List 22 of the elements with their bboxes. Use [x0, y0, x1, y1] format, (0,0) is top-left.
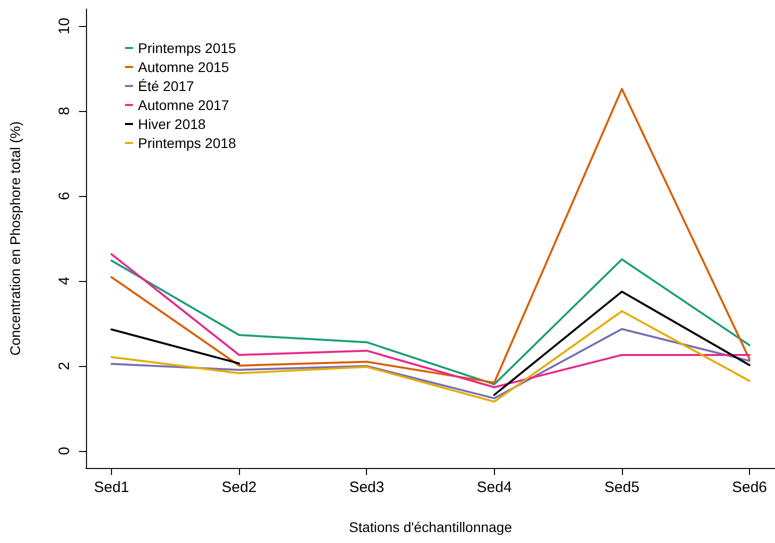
y-tick-label: 10 [56, 18, 73, 34]
legend-label: Printemps 2015 [138, 40, 236, 56]
legend-label: Hiver 2018 [138, 116, 206, 132]
y-axis-title: Concentration en Phosphore total (%) [7, 121, 23, 356]
legend-label: Automne 2015 [138, 59, 230, 75]
line-series [110, 328, 750, 400]
x-axis-title: Stations d'échantillonnage [348, 519, 512, 535]
x-tick-label: Sed2 [222, 479, 257, 496]
legend-label: Été 2017 [138, 78, 194, 94]
line-series [110, 310, 750, 403]
y-tick-label: 0 [56, 446, 73, 456]
legend-label: Automne 2017 [138, 97, 230, 113]
x-tick-label: Sed4 [476, 479, 512, 496]
x-tick-label: Sed3 [349, 479, 384, 496]
x-tick-label: Sed5 [604, 479, 640, 496]
y-tick-label: 2 [56, 362, 73, 370]
legend-label: Printemps 2018 [138, 135, 236, 151]
y-tick-label: 6 [56, 192, 73, 200]
x-tick-label: Sed6 [732, 479, 768, 496]
y-tick-label: 4 [56, 276, 73, 286]
x-tick-label: Sed1 [94, 479, 130, 496]
y-tick-label: 8 [56, 106, 73, 116]
